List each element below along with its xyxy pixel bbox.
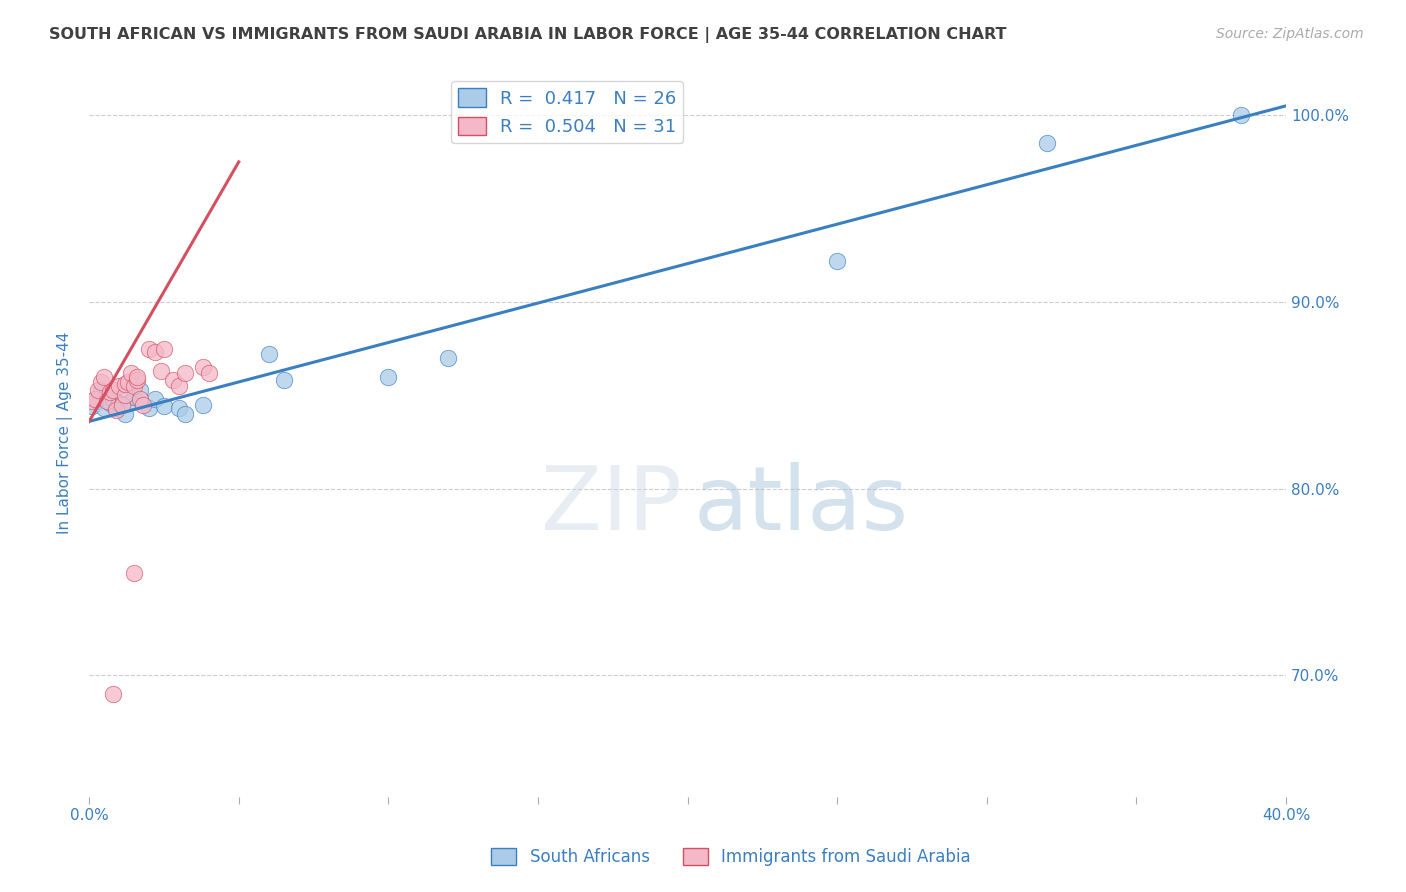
Point bbox=[143, 392, 166, 406]
Point bbox=[96, 393, 118, 408]
Point bbox=[125, 373, 148, 387]
Point bbox=[149, 364, 172, 378]
Point bbox=[117, 395, 139, 409]
Text: ZIP: ZIP bbox=[541, 462, 682, 549]
Point bbox=[191, 360, 214, 375]
Point bbox=[138, 342, 160, 356]
Text: atlas: atlas bbox=[693, 462, 908, 549]
Point bbox=[98, 384, 121, 399]
Point bbox=[198, 366, 221, 380]
Point bbox=[191, 398, 214, 412]
Point bbox=[125, 369, 148, 384]
Point bbox=[111, 398, 134, 412]
Point bbox=[114, 407, 136, 421]
Point bbox=[825, 253, 848, 268]
Point bbox=[122, 390, 145, 404]
Text: SOUTH AFRICAN VS IMMIGRANTS FROM SAUDI ARABIA IN LABOR FORCE | AGE 35-44 CORRELA: SOUTH AFRICAN VS IMMIGRANTS FROM SAUDI A… bbox=[49, 27, 1007, 43]
Point bbox=[117, 375, 139, 389]
Point bbox=[105, 401, 128, 416]
Point bbox=[132, 398, 155, 412]
Point bbox=[143, 345, 166, 359]
Legend: R =  0.417   N = 26, R =  0.504   N = 31: R = 0.417 N = 26, R = 0.504 N = 31 bbox=[451, 81, 683, 144]
Point bbox=[120, 366, 142, 380]
Point bbox=[153, 342, 176, 356]
Point bbox=[87, 393, 110, 408]
Point bbox=[138, 401, 160, 416]
Point bbox=[98, 395, 121, 409]
Point bbox=[153, 400, 176, 414]
Point bbox=[105, 403, 128, 417]
Point bbox=[101, 383, 124, 397]
Point bbox=[167, 379, 190, 393]
Point bbox=[101, 392, 124, 406]
Point bbox=[87, 383, 110, 397]
Point bbox=[122, 379, 145, 393]
Text: Source: ZipAtlas.com: Source: ZipAtlas.com bbox=[1216, 27, 1364, 41]
Point bbox=[90, 375, 112, 389]
Point bbox=[122, 566, 145, 580]
Point bbox=[84, 392, 107, 406]
Point bbox=[96, 390, 118, 404]
Point bbox=[93, 369, 115, 384]
Point bbox=[108, 395, 131, 409]
Point bbox=[257, 347, 280, 361]
Point bbox=[1035, 136, 1057, 151]
Point bbox=[93, 401, 115, 416]
Point bbox=[174, 407, 197, 421]
Point bbox=[90, 383, 112, 397]
Point bbox=[437, 351, 460, 365]
Point bbox=[377, 369, 399, 384]
Point bbox=[101, 687, 124, 701]
Point bbox=[129, 383, 152, 397]
Point bbox=[273, 373, 295, 387]
Point bbox=[82, 400, 104, 414]
Point bbox=[114, 388, 136, 402]
Point bbox=[108, 379, 131, 393]
Y-axis label: In Labor Force | Age 35-44: In Labor Force | Age 35-44 bbox=[58, 332, 73, 533]
Legend: South Africans, Immigrants from Saudi Arabia: South Africans, Immigrants from Saudi Ar… bbox=[485, 841, 977, 873]
Point bbox=[114, 377, 136, 392]
Point bbox=[1230, 108, 1253, 122]
Point bbox=[129, 392, 152, 406]
Point bbox=[82, 393, 104, 408]
Point bbox=[174, 366, 197, 380]
Point bbox=[167, 401, 190, 416]
Point bbox=[162, 373, 184, 387]
